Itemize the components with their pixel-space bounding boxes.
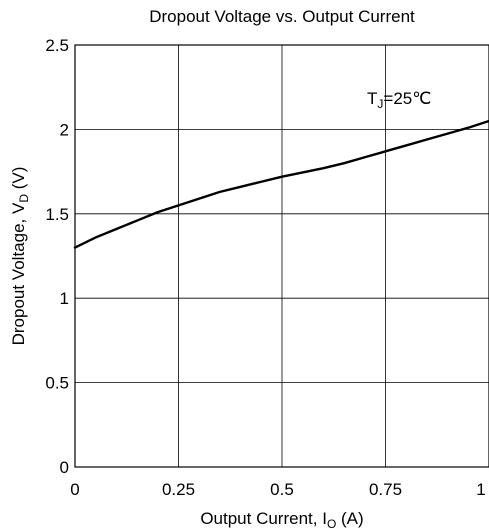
y-axis-label: Dropout Voltage, VD (V)	[9, 167, 31, 346]
x-axis-label: Output Current, IO (A)	[200, 509, 363, 531]
y-tick-labels: 0 0.5 1 1.5 2 2.5	[45, 36, 69, 477]
grid-lines	[75, 45, 489, 467]
y-tick-label: 2.5	[45, 36, 69, 55]
plot-frame	[74, 44, 489, 468]
x-tick-label: 0.5	[270, 480, 294, 499]
y-tick-label: 0	[60, 458, 69, 477]
temperature-annotation: TJ=25℃	[367, 89, 431, 111]
y-tick-label: 2	[60, 120, 69, 139]
x-tick-label: 0.75	[369, 480, 402, 499]
y-tick-label: 1.5	[45, 205, 69, 224]
chart-title: Dropout Voltage vs. Output Current	[149, 7, 415, 26]
series-line	[73, 119, 489, 249]
x-tick-label: 0.25	[162, 480, 195, 499]
x-tick-labels: 0 0.25 0.5 0.75 1	[70, 480, 485, 499]
x-tick-label: 0	[70, 480, 79, 499]
y-tick-label: 1	[60, 289, 69, 308]
y-tick-label: 0.5	[45, 374, 69, 393]
x-tick-label: 1	[476, 480, 485, 499]
